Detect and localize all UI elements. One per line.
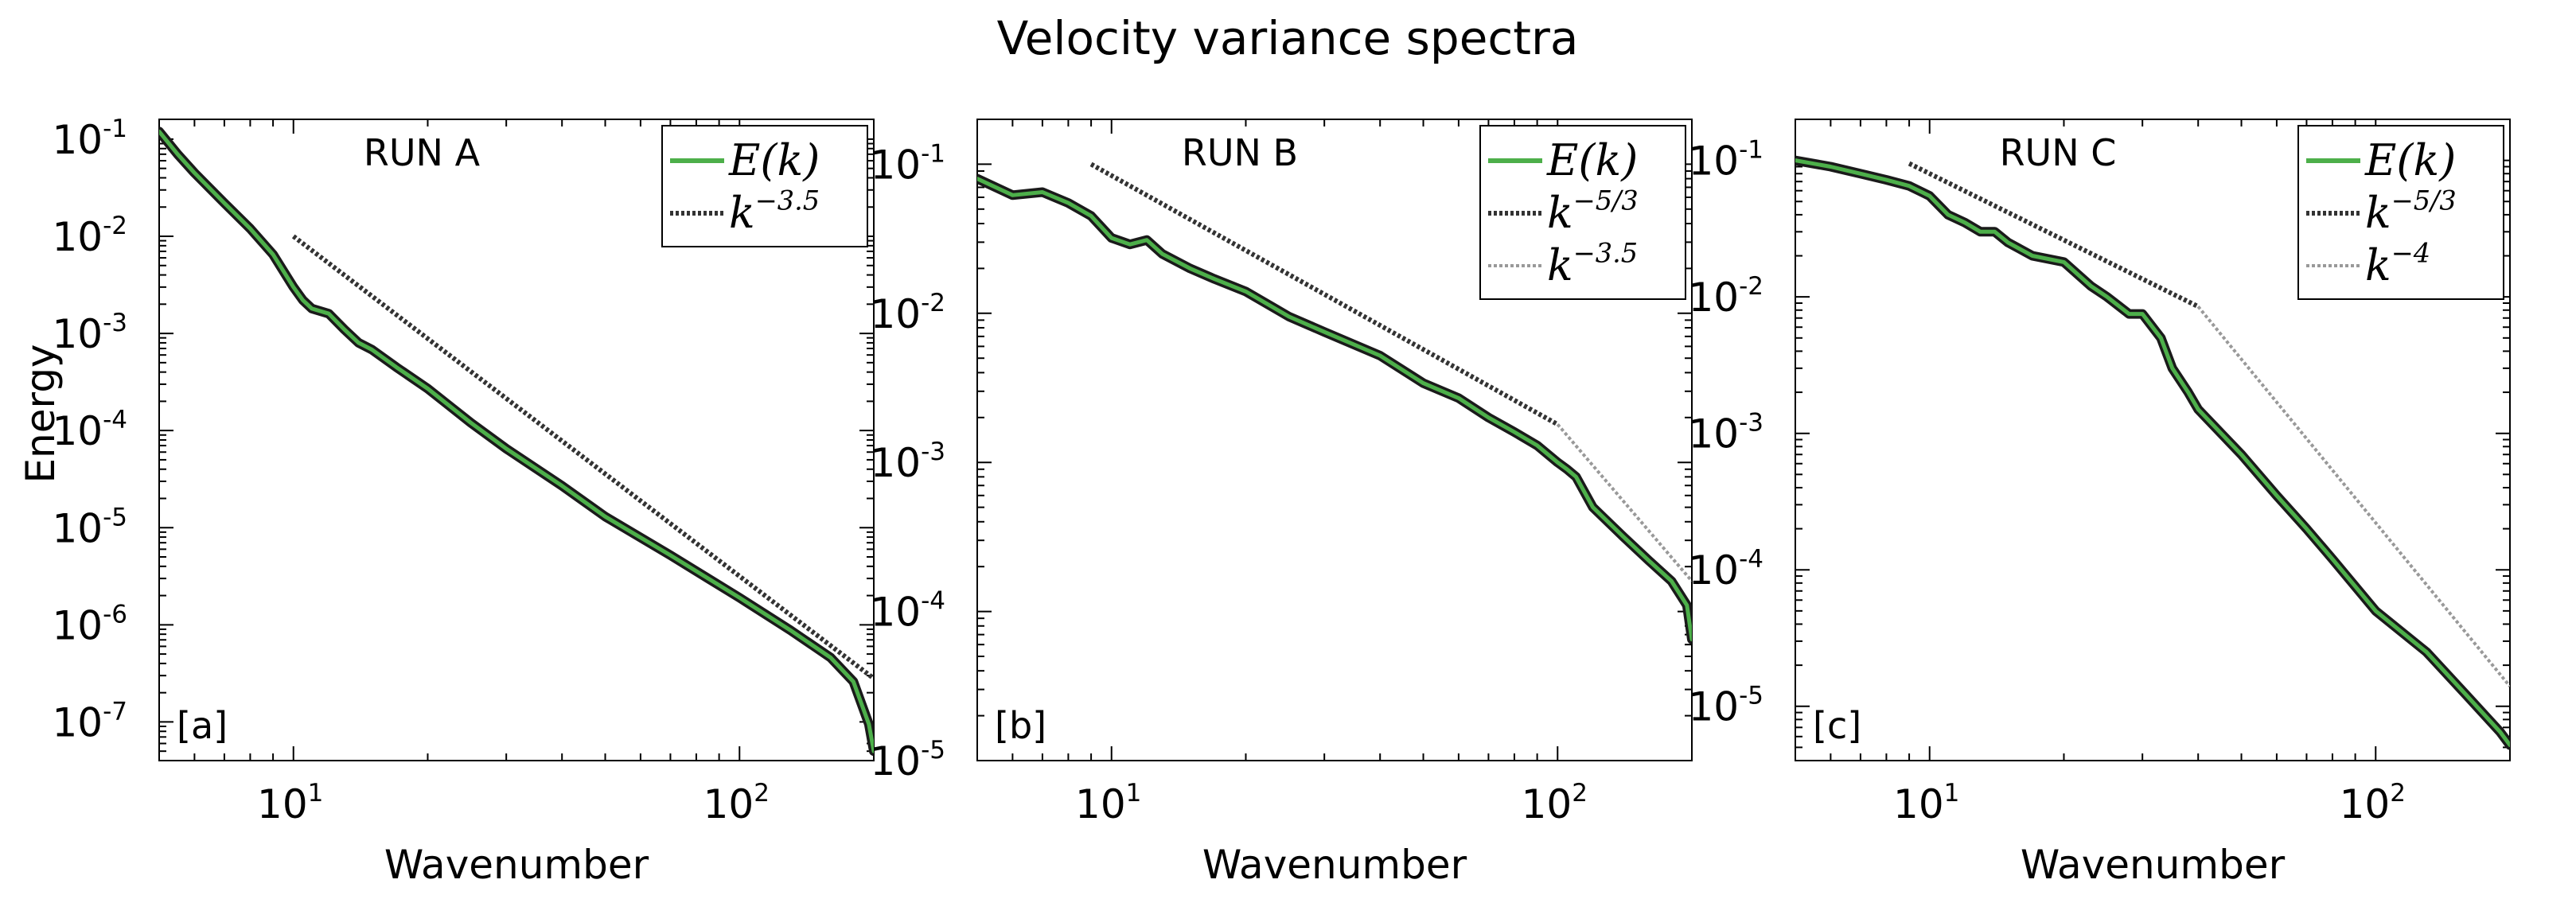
legend: E(k)k−5/3k−3.5 xyxy=(1479,125,1686,300)
x-tick-label: 101 xyxy=(1075,779,1141,827)
legend-label: k−3.5 xyxy=(729,185,820,238)
series-group xyxy=(1795,155,2510,750)
series-group xyxy=(977,162,1692,644)
power-law-fit-line xyxy=(2196,306,2510,687)
x-axis-label: Wavenumber xyxy=(1202,842,1467,888)
x-axis-label: Wavenumber xyxy=(384,842,649,888)
legend-label: E(k) xyxy=(2364,135,2456,185)
y-tick-label: 10-7 xyxy=(52,697,127,745)
legend-label: k−5/3 xyxy=(1547,185,1639,238)
legend-box xyxy=(1479,125,1686,300)
panel-label: [c] xyxy=(1813,704,1861,747)
legend-box xyxy=(661,125,868,247)
legend-box xyxy=(2297,125,2504,300)
x-tick-label: 102 xyxy=(703,779,770,827)
y-tick-label: 10-2 xyxy=(1688,272,1763,321)
spectrum-line xyxy=(159,129,874,753)
spectrum-line xyxy=(977,177,1692,642)
legend-label: E(k) xyxy=(728,135,820,185)
x-tick-label: 102 xyxy=(2340,779,2406,827)
y-tick-label: 10-6 xyxy=(52,600,127,648)
panel-label: [a] xyxy=(177,704,228,747)
legend-label: k−3.5 xyxy=(1547,237,1638,290)
y-tick-label: 10-4 xyxy=(1688,545,1763,594)
y-tick-label: 10-4 xyxy=(870,587,945,636)
power-law-fit-line xyxy=(291,234,874,681)
chart-panel-1: 101 102 10-7 10-6 10-5 10-4 10-3 10-2 10-1 Wavenu… xyxy=(52,115,875,888)
y-tick-label: 10-2 xyxy=(52,212,127,260)
y-tick-label: 10-1 xyxy=(52,115,127,163)
y-tick-label: 10-5 xyxy=(52,503,127,551)
figure-title: Velocity variance spectra xyxy=(997,11,1579,65)
spectrum-line xyxy=(1795,158,2510,747)
panels-group: 101 102 10-7 10-6 10-5 10-4 10-3 10-2 10-1 Wavenu… xyxy=(52,115,2511,888)
x-tick-label: 102 xyxy=(1522,779,1588,827)
y-tick-label: 10-4 xyxy=(52,406,127,454)
legend-label: E(k) xyxy=(1546,135,1638,185)
y-tick-label: 10-5 xyxy=(870,736,945,784)
run-label: RUN A xyxy=(364,131,481,174)
y-tick-label: 10-3 xyxy=(870,438,945,486)
y-axis-label: Energy xyxy=(18,344,64,483)
y-tick-label: 10-2 xyxy=(870,289,945,337)
legend-label: k−4 xyxy=(2365,237,2430,290)
run-label: RUN B xyxy=(1182,131,1298,174)
legend: E(k)k−5/3k−4 xyxy=(2297,125,2504,300)
y-tick-label: 10-1 xyxy=(870,139,945,188)
chart-panel-2: 101 102 10-5 10-4 10-3 10-2 10-1 Wavenumber RUN … xyxy=(870,119,1693,888)
plot-frame xyxy=(976,119,1693,761)
y-tick-label: 10-5 xyxy=(1688,682,1763,730)
y-tick-label: 10-1 xyxy=(1688,136,1763,185)
x-axis-label: Wavenumber xyxy=(2021,842,2286,888)
panel-label: [b] xyxy=(995,704,1046,747)
y-tick-label: 10-3 xyxy=(52,309,127,357)
chart-panel-3: 101 102 10-5 10-4 10-3 10-2 10-1 Wavenumber RUN … xyxy=(1688,119,2511,888)
legend-label: k−5/3 xyxy=(2365,185,2457,238)
power-law-fit-line xyxy=(1908,161,2200,309)
x-tick-label: 101 xyxy=(257,779,323,827)
legend: E(k)k−3.5 xyxy=(661,125,868,247)
power-law-fit-line xyxy=(1556,423,1692,582)
y-tick-label: 10-3 xyxy=(1688,409,1763,457)
series-group xyxy=(159,126,874,757)
run-label: RUN C xyxy=(2000,131,2117,174)
x-tick-label: 101 xyxy=(1893,779,1959,827)
